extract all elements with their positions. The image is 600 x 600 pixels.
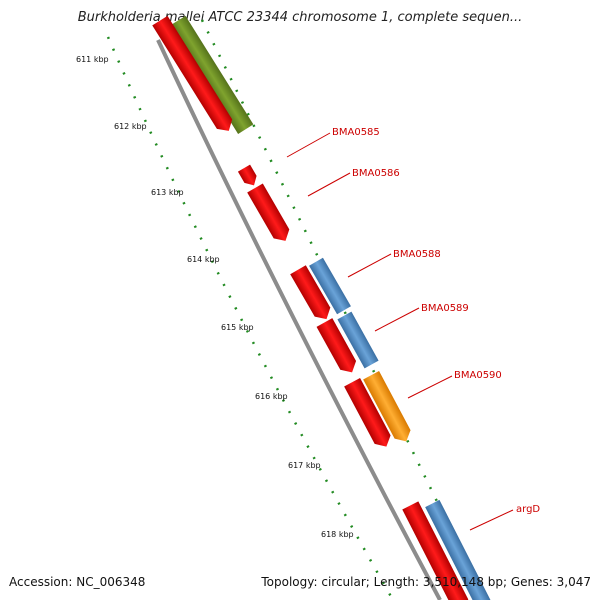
cds-bma0588	[290, 265, 331, 320]
scale-label: 618 kbp	[321, 530, 354, 539]
gene-label: BMA0590	[454, 370, 502, 381]
scale-label: 614 kbp	[187, 255, 220, 264]
scale-label: 615 kbp	[221, 323, 254, 332]
chromosome-backbone	[156, 39, 442, 600]
scale-track	[106, 36, 395, 600]
gene-label: BMA0586	[352, 168, 400, 179]
cds-top	[152, 15, 233, 131]
scale-label: 611 kbp	[76, 55, 109, 64]
scale-label: 613 kbp	[151, 188, 184, 197]
scale-label: 612 kbp	[114, 122, 147, 131]
feature-blue-1	[309, 257, 351, 315]
gene-label: BMA0585	[332, 127, 380, 138]
gene-label: BMA0588	[393, 249, 441, 260]
accession-label: Accession: NC_006348	[9, 575, 146, 589]
feature-blue-2	[337, 311, 379, 369]
cds-bma0586-small	[237, 164, 257, 186]
cds-bma0586	[247, 183, 290, 241]
scale-label: 616 kbp	[255, 392, 288, 401]
cds-argd	[402, 501, 469, 600]
feature-orange	[363, 370, 411, 442]
feature-green	[170, 15, 254, 134]
gene-label: BMA0589	[421, 303, 469, 314]
feature-blue-3	[425, 499, 494, 600]
label-leaders	[286, 132, 514, 531]
topology-summary: Topology: circular; Length: 3,510,148 bp…	[261, 575, 591, 589]
scale-label: 617 kbp	[288, 461, 321, 470]
cds-bma0590	[344, 377, 391, 447]
cds-bma0589	[316, 318, 357, 373]
gene-label: argD	[516, 504, 540, 515]
